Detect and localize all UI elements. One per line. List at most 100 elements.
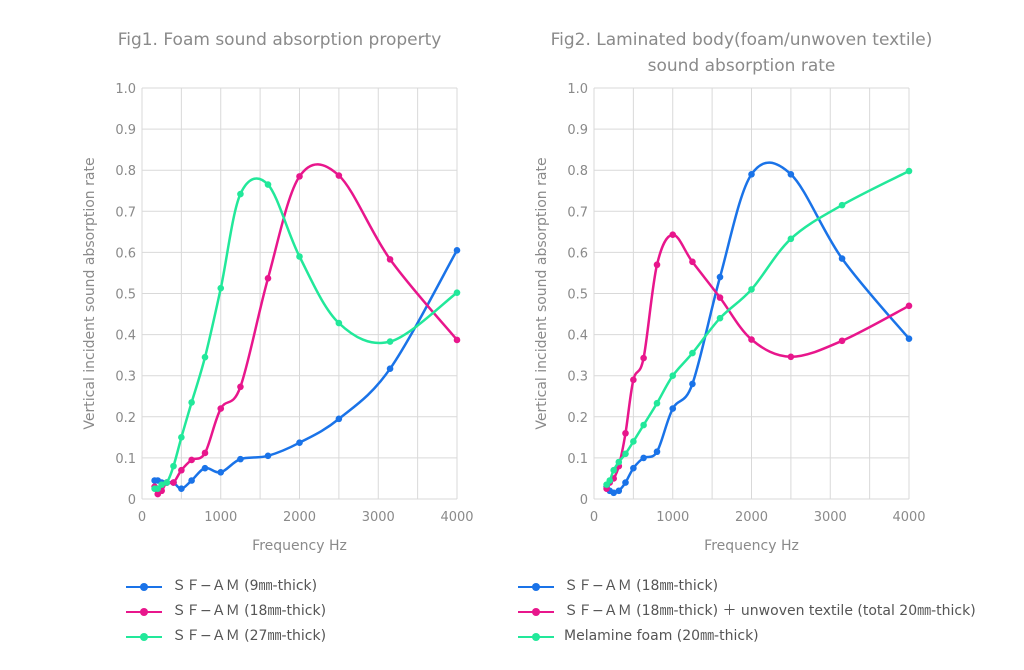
chart-2-series-2-point (689, 258, 696, 266)
chart-1-series-3-point (386, 338, 394, 345)
chart-2-series-3-point (653, 399, 661, 407)
chart-2-series-2-point (669, 231, 677, 239)
chart-2-x-axis-label: Frequency Hz (704, 538, 799, 554)
chart-2-xtick-label: 4000 (892, 510, 925, 525)
chart-2-xtick-label: 2000 (735, 510, 768, 525)
chart-2-xtick-label: 1000 (656, 510, 689, 525)
chart-1-series-3-point (163, 479, 171, 486)
chart-1-series-2-point (335, 172, 343, 179)
chart-2-ytick-label: 0.1 (567, 452, 588, 467)
chart-1-series-3-point (217, 284, 225, 292)
chart-2: Fig2. Laminated body(foam/unwoven textil… (534, 30, 932, 554)
chart-2-series-2-point (748, 336, 755, 343)
chart-2-series-3-point (689, 349, 696, 357)
chart-1-series-3-point (237, 190, 244, 198)
chart-2-series-1-point (748, 171, 755, 178)
chart-2-series-1-point (610, 489, 617, 497)
chart-2-series-3-point (787, 235, 795, 243)
chart-1-x-axis-label: Frequency Hz (252, 538, 347, 554)
chart-1-legend: ＳＦ−ＡＭ (9㎜-thick) ＳＦ−ＡＭ (18㎜-thick) ＳＦ−ＡＭ (… (126, 574, 326, 649)
chart-1-series-2-point (264, 274, 272, 282)
chart-2-series-2-point (630, 376, 637, 384)
chart-2-title-line: sound absorption rate (648, 56, 836, 76)
chart-1-series-3-point (154, 485, 162, 493)
chart-2-legend-marker (532, 633, 540, 641)
chart-1-legend-swatch (126, 583, 162, 591)
chart-2-series-3-point (905, 167, 913, 175)
chart-2-series-1-point (716, 273, 724, 281)
chart-2-series-2-point (787, 353, 795, 361)
chart-2-legend-item: ＳＦ−ＡＭ (18㎜-thick) ＋ unwoven textile (tot… (518, 599, 976, 624)
chart-2-series-3-point (716, 314, 724, 322)
chart-1-xtick-label: 4000 (440, 510, 473, 525)
chart-1-xtick-label: 3000 (362, 510, 395, 525)
chart-1-ytick-label: 0.2 (115, 411, 136, 426)
chart-1-series-2-point (217, 405, 225, 412)
chart-2-legend-swatch (518, 583, 554, 591)
chart-2-series-1-point (905, 335, 913, 343)
chart-1-xtick-label: 2000 (283, 510, 316, 525)
chart-2-ytick-label: 0.2 (567, 411, 588, 426)
chart-1-series-2-point (188, 456, 195, 464)
chart-2-y-axis-label: Vertical incident sound absorption rate (534, 157, 550, 429)
chart-2-series-3-point (669, 372, 677, 380)
chart-1-ytick-label: 0.6 (115, 246, 136, 261)
chart-1-series-1-point (264, 452, 272, 460)
chart-1-ytick-label: 0.4 (115, 329, 136, 344)
chart-1-ytick-label: 1.0 (115, 82, 136, 97)
chart-1-series-2-point (386, 256, 394, 263)
chart-2-legend-marker (532, 583, 540, 591)
chart-1-ytick-label: 0.1 (115, 452, 136, 467)
chart-2-series-1-point (689, 380, 696, 388)
chart-2-series-1-point (669, 405, 677, 412)
chart-1-series-2-point (201, 449, 209, 457)
chart-2-series-1-point (630, 464, 637, 472)
chart-2-legend: ＳＦ−ＡＭ (18㎜-thick) ＳＦ−ＡＭ (18㎜-thick) ＋ unw… (518, 574, 976, 649)
chart-1-ytick-label: 0.8 (115, 164, 136, 179)
chart-2-xtick-label: 3000 (814, 510, 847, 525)
chart-2-series-3-point (606, 477, 614, 484)
chart-2-series-1-point (622, 479, 629, 486)
chart-1-series-3-point (188, 399, 195, 406)
chart-2-series-2-line (605, 233, 910, 490)
chart-2-series-2-point (838, 337, 846, 345)
chart-1-series-2-point (178, 466, 185, 474)
chart-1-series-3-point (178, 434, 185, 441)
chart-1-series-1-point (178, 485, 185, 493)
chart-1-series-1-point (453, 247, 461, 254)
chart-2-ytick-label: 0.9 (567, 123, 588, 138)
chart-2-series-2-point (622, 429, 629, 437)
chart-2-ytick-label: 0.8 (567, 164, 588, 179)
chart-1-series-1-point (217, 468, 225, 476)
chart-2-legend-item: Melamine foam (20㎜-thick) (518, 624, 976, 649)
chart-2-series-1-point (640, 454, 647, 462)
chart-1-series-1-point (335, 415, 343, 423)
chart-2-series-3-point (622, 450, 629, 458)
chart-1-series-2-point (296, 173, 303, 180)
chart-1-legend-item: ＳＦ−ＡＭ (18㎜-thick) (126, 599, 326, 624)
chart-2-series-2-point (716, 294, 724, 301)
chart-2-series-2-point (640, 354, 647, 362)
chart-1: Fig1. Foam sound absorption property 0 0.1… (82, 30, 474, 554)
chart-2-ytick-label: 0.4 (567, 329, 588, 344)
chart-2-series-2-point (905, 302, 913, 310)
chart-1-series-1-point (201, 464, 209, 472)
chart-2-series-3-line (605, 169, 910, 486)
chart-2-series-1-point (787, 171, 795, 178)
chart-2-legend-item: ＳＦ−ＡＭ (18㎜-thick) (518, 574, 976, 599)
chart-2-legend-label: ＳＦ−ＡＭ (18㎜-thick) (564, 578, 719, 594)
chart-1-series-1-point (296, 439, 303, 446)
chart-1-ytick-label: 0.3 (115, 370, 136, 385)
chart-1-series-3-point (296, 253, 303, 260)
chart-1-legend-label: ＳＦ−ＡＭ (27㎜-thick) (172, 628, 327, 644)
chart-2-series-1-point (653, 448, 661, 456)
chart-2-series-1-point (615, 487, 623, 495)
chart-1-legend-item: ＳＦ−ＡＭ (9㎜-thick) (126, 574, 326, 599)
chart-2-ytick-label: 0.5 (567, 288, 588, 303)
chart-1-series-1-point (237, 455, 244, 463)
chart-2-series-3-point (838, 201, 846, 209)
chart-1-legend-marker (140, 633, 148, 641)
chart-1-series-1-point (386, 365, 394, 373)
chart-2-ytick-label: 0.7 (567, 205, 588, 220)
chart-1-legend-swatch (126, 608, 162, 616)
